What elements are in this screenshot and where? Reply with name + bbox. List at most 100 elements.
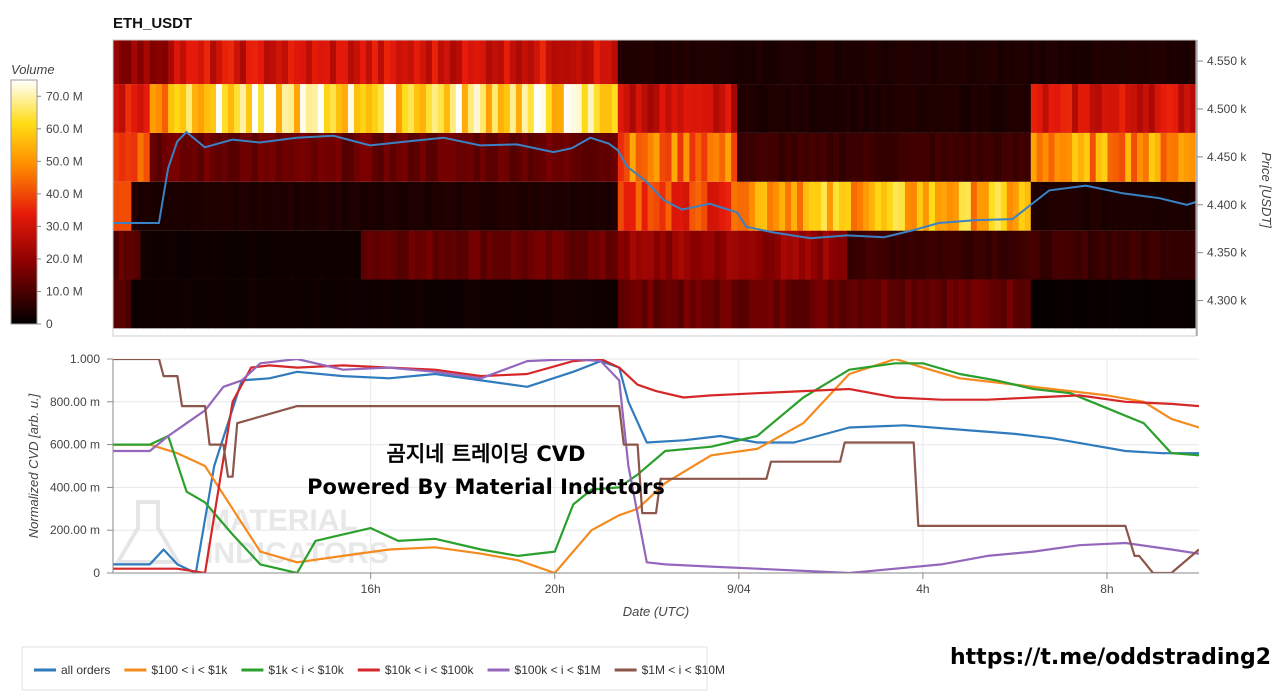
heatmap-cell bbox=[437, 40, 445, 85]
heatmap-cell bbox=[563, 84, 571, 133]
heatmap-cell bbox=[833, 279, 840, 329]
heatmap-cell bbox=[228, 84, 235, 133]
heatmap-cell bbox=[545, 181, 553, 231]
heatmap-cell bbox=[234, 40, 241, 85]
heatmap-cell bbox=[581, 40, 589, 85]
heatmap-cell bbox=[395, 40, 403, 85]
heatmap-cell bbox=[1089, 84, 1097, 133]
heatmap-cell bbox=[307, 230, 314, 280]
heatmap-cell bbox=[1142, 279, 1150, 329]
heatmap-cell bbox=[413, 132, 421, 182]
heatmap-cell bbox=[1147, 40, 1155, 85]
heatmap-cell bbox=[155, 132, 163, 182]
heatmap-cell bbox=[922, 132, 930, 182]
heatmap-cell bbox=[227, 132, 235, 182]
heatmap-cell bbox=[143, 40, 151, 85]
heatmap-cell bbox=[503, 181, 511, 231]
heatmap-cell bbox=[1066, 181, 1073, 231]
heatmap-cell bbox=[653, 279, 661, 329]
telegram-link[interactable]: https://t.me/oddstrading2 bbox=[950, 645, 1271, 670]
heatmap-cell bbox=[803, 84, 810, 133]
heatmap-cell bbox=[982, 279, 990, 329]
heatmap-cell bbox=[461, 84, 469, 133]
heatmap-cell bbox=[1048, 84, 1055, 133]
heatmap-cell bbox=[988, 132, 996, 182]
heatmap-cell bbox=[1105, 40, 1113, 85]
heatmap-cell bbox=[1051, 40, 1059, 85]
heatmap-cell bbox=[245, 132, 253, 182]
heatmap-cell bbox=[1095, 181, 1103, 231]
heatmap-cell bbox=[755, 279, 763, 329]
heatmap-cell bbox=[1148, 279, 1156, 329]
heatmap-cell bbox=[695, 279, 703, 329]
heatmap-cell bbox=[593, 230, 601, 280]
heatmap-cell bbox=[1129, 40, 1137, 85]
heatmap-cell bbox=[221, 181, 229, 231]
heatmap-cell bbox=[1039, 230, 1047, 280]
heatmap-cell bbox=[1125, 132, 1132, 182]
heatmap-cell bbox=[515, 279, 523, 329]
heatmap-cell bbox=[168, 84, 175, 133]
heatmap-cell bbox=[743, 279, 751, 329]
heatmap-cell bbox=[611, 230, 619, 280]
heatmap-cell bbox=[803, 132, 810, 182]
heatmap-cell bbox=[1184, 132, 1191, 182]
heatmap-cell bbox=[425, 132, 433, 182]
heatmap-cell bbox=[982, 84, 990, 133]
heatmap-cell bbox=[282, 84, 289, 133]
heatmap-cell bbox=[305, 84, 313, 133]
heatmap-cell bbox=[480, 230, 487, 280]
heatmap-cell bbox=[186, 84, 193, 133]
heatmap-cell bbox=[611, 279, 619, 329]
heatmap-cell bbox=[383, 132, 391, 182]
heatmap-cell bbox=[726, 230, 734, 280]
overlay-subtitle: Powered By Material Indictors bbox=[307, 475, 665, 499]
heatmap-cell bbox=[287, 84, 295, 133]
heatmap-cell bbox=[270, 40, 277, 85]
heatmap-cell bbox=[258, 40, 265, 85]
heatmap-cell bbox=[665, 84, 673, 133]
cvd-series-line bbox=[113, 359, 1199, 573]
heatmap-cell bbox=[683, 84, 690, 133]
heatmap-cell bbox=[1009, 40, 1016, 85]
heatmap-cell bbox=[396, 230, 404, 280]
heatmap-cell bbox=[1189, 230, 1196, 280]
heatmap-cell bbox=[900, 40, 908, 85]
heatmap-cell bbox=[521, 181, 529, 231]
heatmap-cell bbox=[1063, 230, 1071, 280]
heatmap-cell bbox=[384, 230, 392, 280]
heatmap-cell bbox=[293, 132, 301, 182]
heatmap-cell bbox=[767, 132, 774, 182]
heatmap-cell bbox=[1089, 279, 1097, 329]
heatmap-cell bbox=[853, 230, 860, 280]
heatmap-cell bbox=[599, 132, 607, 182]
heatmap-cell bbox=[194, 230, 201, 280]
heatmap-cell bbox=[804, 40, 812, 85]
heatmap-cell bbox=[1012, 181, 1020, 231]
heatmap-cell bbox=[744, 40, 751, 85]
heatmap-cell bbox=[299, 181, 307, 231]
heatmap-cell bbox=[635, 40, 643, 85]
heatmap-cell bbox=[176, 230, 183, 280]
heatmap-cell bbox=[1054, 181, 1061, 231]
heatmap-cell bbox=[341, 181, 349, 231]
heatmap-cell bbox=[922, 181, 930, 231]
heatmap-cell bbox=[958, 132, 966, 182]
heatmap-cell bbox=[653, 40, 661, 85]
heatmap-cell bbox=[659, 279, 667, 329]
heatmap-cell bbox=[1172, 84, 1179, 133]
watermark-line-1: MATERIAL bbox=[205, 504, 358, 537]
heatmap-cell bbox=[1099, 230, 1107, 280]
heatmap-cell bbox=[198, 84, 205, 133]
heatmap-cell bbox=[1006, 132, 1014, 182]
heatmap-cell bbox=[365, 181, 373, 231]
heatmap-cell bbox=[695, 132, 702, 182]
heatmap-cell bbox=[534, 230, 541, 280]
heatmap-cell bbox=[341, 40, 349, 85]
heatmap-cell bbox=[336, 230, 344, 280]
heatmap-cell bbox=[659, 132, 667, 182]
heatmap-cell bbox=[617, 279, 625, 329]
heatmap-cell bbox=[994, 181, 1002, 231]
heatmap-cell bbox=[1095, 279, 1103, 329]
heatmap-cell bbox=[258, 84, 265, 133]
